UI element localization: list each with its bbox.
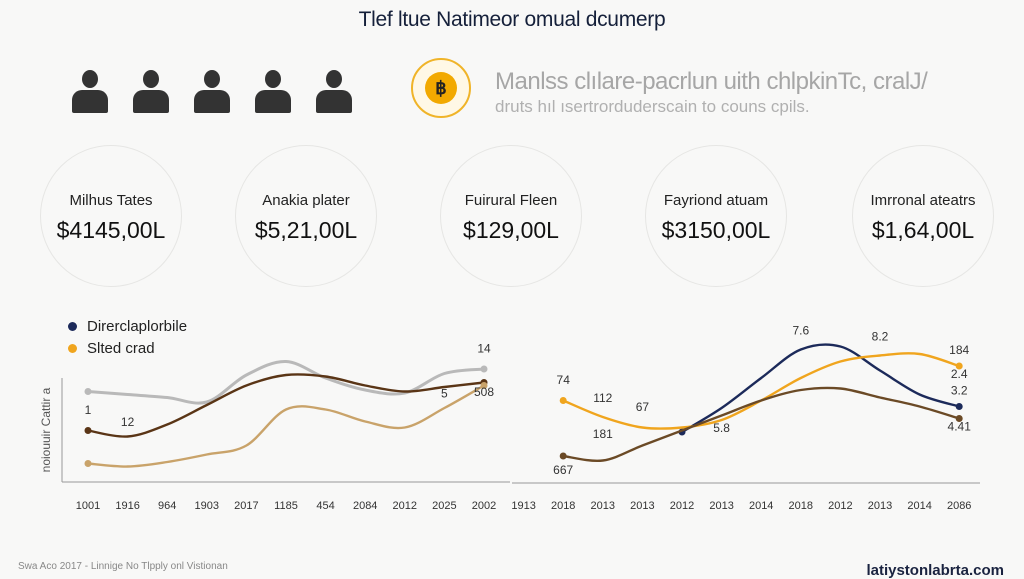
series-line — [680, 343, 961, 434]
data-point — [84, 427, 92, 434]
series-line — [562, 386, 961, 463]
data-label: 184 — [949, 343, 969, 357]
legend-item: Direrclaplorbile — [68, 315, 187, 337]
x-tick-label: 2014 — [749, 500, 773, 512]
stat-card: Fuirural Fleen $129,00L — [440, 145, 582, 287]
stat-card: Anakia plater $5,21,00L — [235, 145, 377, 287]
data-point — [480, 365, 488, 373]
legend-dot — [68, 321, 77, 331]
x-tick-label: 2018 — [551, 500, 575, 512]
series-line — [86, 359, 486, 405]
person-icon — [70, 70, 110, 115]
data-label: 74 — [557, 373, 571, 387]
series-line — [86, 373, 486, 438]
series-line — [86, 384, 486, 468]
people-icons — [70, 70, 354, 115]
person-icon — [314, 70, 354, 115]
x-tick-label: 1001 — [76, 500, 100, 512]
data-point — [84, 388, 92, 395]
x-tick-label: 2084 — [353, 500, 377, 512]
hero-headline: Manlss clılare-pacrlun uith chlpkinTc, c… — [495, 68, 928, 95]
data-label: 1 — [85, 403, 92, 417]
x-tick-label: 454 — [316, 500, 334, 512]
data-label: 112 — [593, 391, 612, 405]
data-label: 12 — [121, 415, 135, 429]
data-label: 4.41 — [948, 420, 972, 434]
x-tick-label: 1916 — [115, 500, 139, 512]
data-label: 8.2 — [872, 330, 889, 344]
chart-legend: Direrclaplorbile Slted crad — [68, 315, 187, 359]
x-tick-label: 2014 — [907, 500, 931, 512]
y-axis-label: noiouuir Cattir a — [39, 387, 53, 472]
source-note: Swa Aco 2017 - Linnige No Tlpply onl Vis… — [18, 561, 228, 572]
data-label: 14 — [477, 342, 491, 356]
x-tick-label: 964 — [158, 500, 176, 512]
data-label: 5.8 — [713, 421, 730, 435]
person-icon — [253, 70, 293, 115]
x-tick-label: 1913 — [511, 500, 535, 512]
x-tick-label: 1185 — [274, 500, 298, 512]
data-label: 7.6 — [792, 324, 809, 338]
bitcoin-icon: ฿ — [411, 58, 471, 118]
stat-card: Milhus Tates $4145,00L — [40, 145, 182, 287]
site-link[interactable]: latiystonlabrta.com — [866, 562, 1004, 579]
x-tick-label: 2013 — [709, 500, 733, 512]
data-point — [955, 415, 963, 422]
data-label: 667 — [553, 463, 573, 477]
data-label: 2.4 — [951, 367, 968, 381]
x-tick-label: 2013 — [591, 500, 615, 512]
x-tick-label: 2002 — [472, 500, 496, 512]
x-tick-label: 1903 — [195, 500, 219, 512]
person-icon — [131, 70, 171, 115]
legend-dot — [68, 343, 77, 353]
x-tick-label: 2017 — [234, 500, 258, 512]
data-point — [84, 460, 92, 467]
data-point — [480, 382, 488, 389]
data-point — [955, 403, 963, 410]
data-label: 67 — [636, 400, 650, 414]
data-point — [955, 362, 963, 370]
stat-card: Imrronal ateatrs $1,64,00L — [852, 145, 994, 287]
x-tick-label: 2012 — [670, 500, 694, 512]
data-label: 181 — [593, 427, 613, 441]
x-tick-label: 2086 — [947, 500, 971, 512]
data-label: 508 — [474, 385, 494, 399]
x-tick-label: 2018 — [789, 500, 813, 512]
legend-item: Slted crad — [68, 337, 187, 359]
data-point — [559, 452, 567, 460]
data-point — [559, 397, 567, 404]
series-line — [562, 352, 961, 430]
x-tick-label: 2012 — [828, 500, 852, 512]
data-label: 5 — [441, 387, 448, 401]
x-tick-label: 2025 — [432, 500, 456, 512]
person-icon — [192, 70, 232, 115]
stat-card: Fayriond atuam $3150,00L — [645, 145, 787, 287]
x-tick-label: 2012 — [393, 500, 417, 512]
x-tick-label: 2013 — [630, 500, 654, 512]
page-title: Tlef ltue Natimeor omual dcumerp — [358, 8, 666, 31]
x-tick-label: 2013 — [868, 500, 892, 512]
data-label: 3.2 — [951, 384, 968, 398]
hero-subline: druts hıl ısertrorduderscain to couns cp… — [495, 97, 810, 116]
